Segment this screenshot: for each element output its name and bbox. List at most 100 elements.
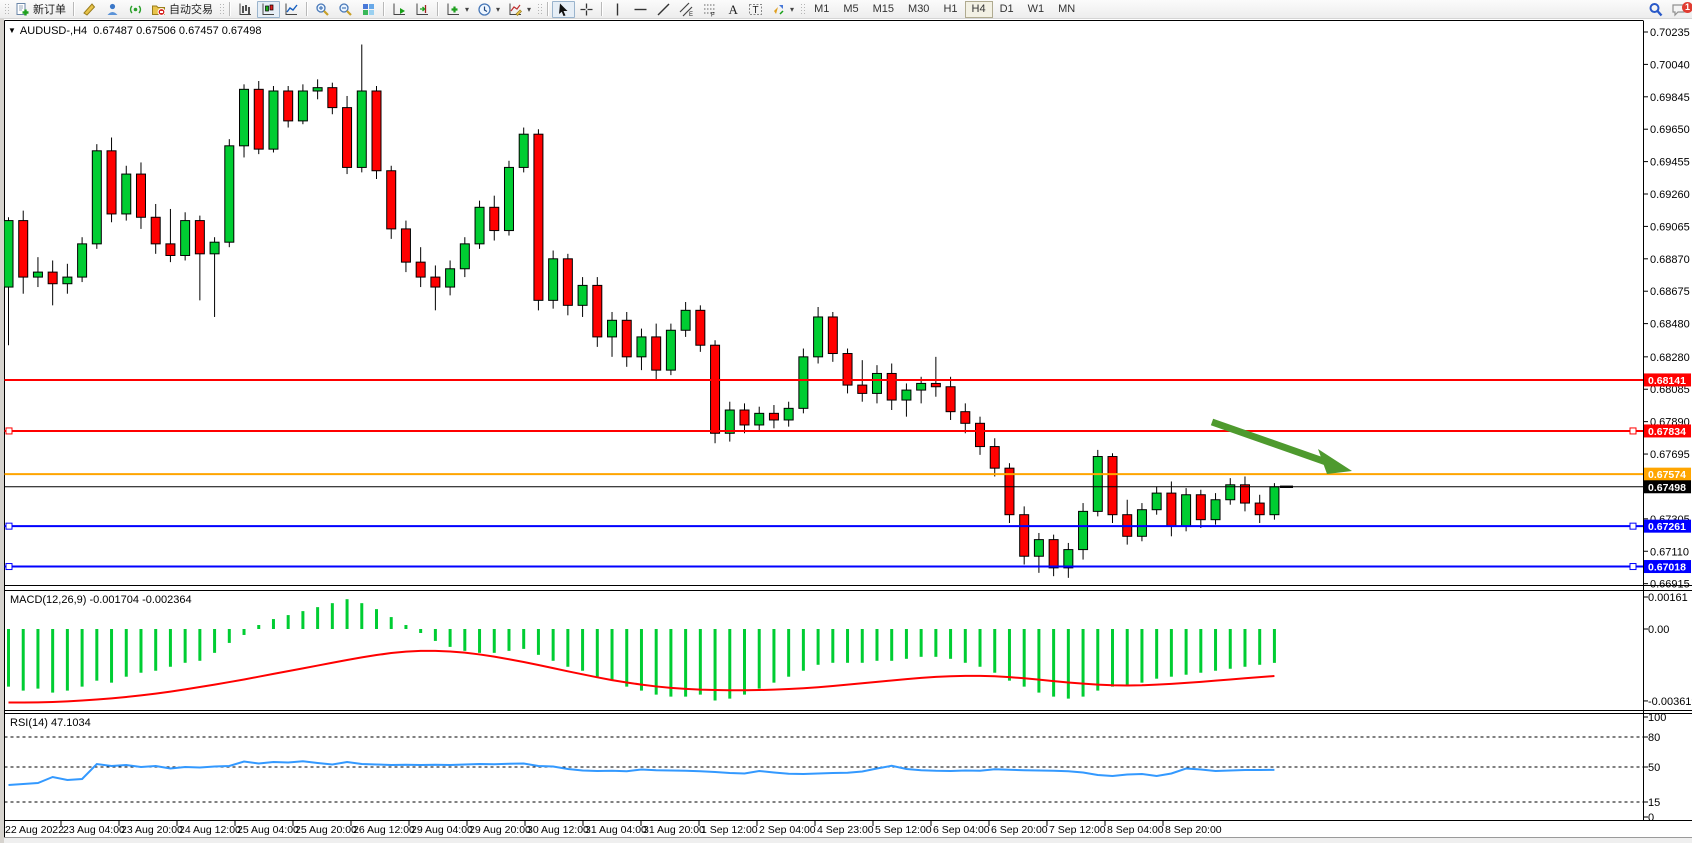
svg-text:8 Sep 20:00: 8 Sep 20:00 <box>1165 824 1222 836</box>
tile-windows-button[interactable] <box>357 1 380 18</box>
svg-text:7 Sep 12:00: 7 Sep 12:00 <box>1049 824 1106 836</box>
svg-text:0.68480: 0.68480 <box>1650 319 1690 331</box>
timeframe-m30-button[interactable]: M30 <box>901 1 936 18</box>
candlestick-series <box>4 44 1279 577</box>
dropdown-caret-icon[interactable]: ▾ <box>496 5 500 14</box>
new-order-label: 新订单 <box>33 1 66 17</box>
svg-text:50: 50 <box>1648 762 1660 774</box>
shapes-button[interactable]: ▾ <box>767 1 798 18</box>
svg-text:0.67261: 0.67261 <box>1648 521 1686 533</box>
line-chart-button[interactable] <box>280 1 303 18</box>
toolbar-separator <box>229 2 231 16</box>
templates-button[interactable]: ▾ <box>504 1 535 18</box>
periods-button[interactable]: ▾ <box>473 1 504 18</box>
channel-icon: E <box>679 2 694 17</box>
trendline-icon <box>656 2 671 17</box>
zoom-out-button[interactable] <box>334 1 357 18</box>
label-button[interactable]: T <box>744 1 767 18</box>
chart-ohlc-values: 0.67487 0.67506 0.67457 0.67498 <box>93 25 261 37</box>
svg-text:1 Sep 12:00: 1 Sep 12:00 <box>701 824 758 836</box>
notifications-button[interactable]: 1 <box>1667 1 1690 18</box>
svg-text:0.69260: 0.69260 <box>1650 189 1690 201</box>
auto-trading-button[interactable]: 自动交易 <box>147 1 217 18</box>
price-axis[interactable]: 0.702350.700400.698450.696500.694550.692… <box>1643 27 1690 591</box>
trend-arrow-annotation[interactable] <box>1212 422 1352 474</box>
chart-shift-button[interactable] <box>411 1 434 18</box>
svg-text:E: E <box>689 12 693 17</box>
hline-icon <box>633 2 648 17</box>
toolbar-drag-handle[interactable] <box>219 3 224 16</box>
svg-text:0.69065: 0.69065 <box>1650 221 1690 233</box>
toolbar-separator <box>547 2 549 16</box>
fibonacci-button[interactable]: F <box>698 1 721 18</box>
svg-text:25 Aug 04:00: 25 Aug 04:00 <box>237 824 299 836</box>
vline-button[interactable] <box>606 1 629 18</box>
toolbar-drag-handle[interactable] <box>4 3 9 16</box>
hline-button[interactable] <box>629 1 652 18</box>
svg-text:T: T <box>753 5 759 16</box>
svg-text:4 Sep 23:00: 4 Sep 23:00 <box>817 824 874 836</box>
timeframe-m5-button[interactable]: M5 <box>836 1 865 18</box>
timeframe-m15-button[interactable]: M15 <box>866 1 901 18</box>
svg-text:0.68870: 0.68870 <box>1650 254 1690 266</box>
svg-text:0.66915: 0.66915 <box>1650 579 1690 591</box>
indicators-button[interactable]: ▾ <box>442 1 473 18</box>
profile-button[interactable] <box>101 1 124 18</box>
price-level-lines[interactable]: 0.681410.678340.675740.672610.670180.674… <box>5 373 1692 573</box>
crosshair-button[interactable] <box>575 1 598 18</box>
svg-text:29 Aug 20:00: 29 Aug 20:00 <box>469 824 531 836</box>
auto-trading-label: 自动交易 <box>169 1 213 17</box>
trendline-button[interactable] <box>652 1 675 18</box>
search-icon <box>1648 2 1663 17</box>
timeframe-m1-button[interactable]: M1 <box>807 1 836 18</box>
chart-window-button[interactable] <box>78 1 101 18</box>
svg-text:23 Aug 20:00: 23 Aug 20:00 <box>121 824 183 836</box>
svg-text:8 Sep 04:00: 8 Sep 04:00 <box>1107 824 1164 836</box>
auto-scroll-icon <box>392 2 407 17</box>
timeframe-d1-button[interactable]: D1 <box>993 1 1021 18</box>
timeframe-h1-button[interactable]: H1 <box>936 1 964 18</box>
dropdown-caret-icon[interactable]: ▾ <box>465 5 469 14</box>
zoom-in-button[interactable] <box>311 1 334 18</box>
chevron-down-icon[interactable]: ▼ <box>8 26 16 35</box>
svg-text:0.67110: 0.67110 <box>1650 546 1689 558</box>
toolbar-separator <box>306 2 308 16</box>
svg-text:5 Sep 12:00: 5 Sep 12:00 <box>875 824 932 836</box>
candle-chart-button[interactable] <box>257 1 280 18</box>
bar-chart-button[interactable] <box>234 1 257 18</box>
svg-text:0.68280: 0.68280 <box>1650 352 1690 364</box>
toolbar-drag-handle[interactable] <box>537 3 542 16</box>
timeframe-mn-button[interactable]: MN <box>1051 1 1082 18</box>
profile-icon <box>105 2 120 17</box>
dropdown-caret-icon[interactable]: ▾ <box>527 5 531 14</box>
toolbar-separator <box>437 2 439 16</box>
dropdown-caret-icon[interactable]: ▾ <box>790 5 794 14</box>
svg-text:0.00161: 0.00161 <box>1648 592 1688 604</box>
svg-text:80: 80 <box>1648 732 1660 744</box>
notification-badge: 1 <box>1682 2 1692 13</box>
svg-text:0.70235: 0.70235 <box>1650 27 1690 39</box>
cursor-button[interactable] <box>552 1 575 18</box>
channel-button[interactable]: E <box>675 1 698 18</box>
new-order-button[interactable]: 新订单 <box>11 1 70 18</box>
svg-text:0.67574: 0.67574 <box>1648 469 1686 481</box>
timeframe-w1-button[interactable]: W1 <box>1021 1 1052 18</box>
text-button[interactable]: A <box>721 1 744 18</box>
search-button[interactable] <box>1644 1 1667 18</box>
svg-text:-0.003619: -0.003619 <box>1648 696 1692 708</box>
zoom-in-icon <box>315 2 330 17</box>
toolbar-drag-handle[interactable] <box>800 3 805 16</box>
timeframe-h4-button[interactable]: H4 <box>965 1 993 18</box>
label-icon: T <box>748 2 763 17</box>
window-left-edge <box>0 19 4 843</box>
signals-button[interactable] <box>124 1 147 18</box>
auto-scroll-button[interactable] <box>388 1 411 18</box>
auto-trading-icon <box>151 2 166 17</box>
chart-symbol-period: AUDUSD-,H4 <box>20 25 87 37</box>
